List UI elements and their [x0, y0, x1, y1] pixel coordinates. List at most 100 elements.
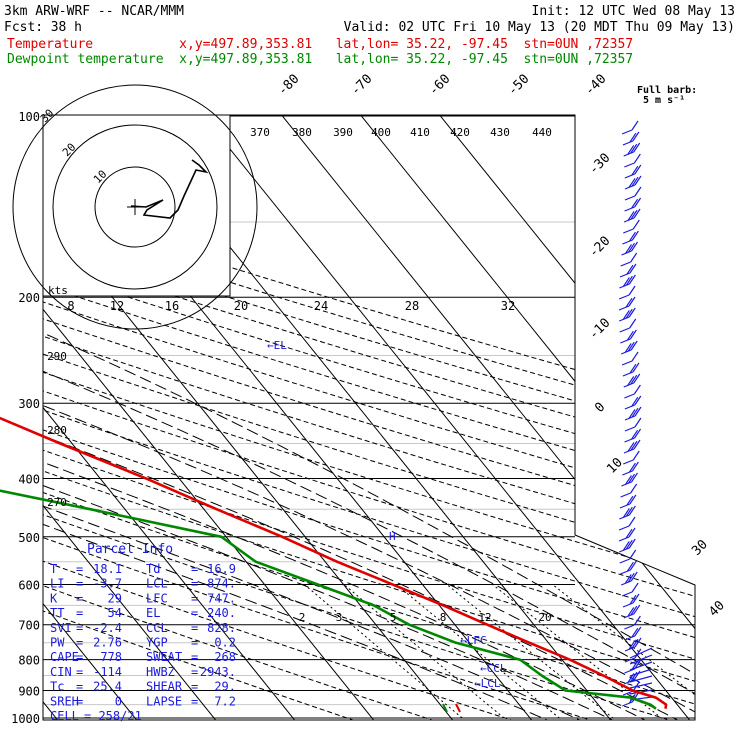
parcel-row-7-col-1: =: [76, 665, 83, 679]
parcel-row-4-col-2: -2.4: [93, 621, 122, 635]
moist-adiabat-4: [43, 303, 573, 720]
mixing-ratio-label-2: 2: [299, 611, 306, 624]
wind-barb: [621, 351, 639, 366]
dry-adiabat-400: [43, 115, 695, 720]
parcel-row-0-col-2: 18.1: [93, 562, 122, 576]
isotherm--20: [43, 115, 383, 720]
isotherm-40: [350, 115, 695, 720]
wind-barb: [624, 428, 642, 443]
dry-adiabat-300: [43, 115, 695, 720]
parcel-row-4-col-3: CCL: [146, 621, 168, 635]
wind-barb: [623, 450, 640, 465]
wind-barb: [620, 571, 638, 586]
mixing-ratio-label-5: 5: [390, 611, 397, 624]
parcel-row-0-col-3: Td: [146, 562, 160, 576]
wind-barb: [624, 637, 642, 652]
temperature-trace: [0, 416, 668, 709]
theta-side-label-270: 270: [47, 496, 67, 509]
mixing-ratio-label-8: 8: [440, 611, 447, 624]
hodograph-speed-label-24: 24: [314, 299, 328, 313]
mixing-ratio-5: [395, 584, 576, 720]
parcel-row-5-col-2: 2.76: [93, 636, 122, 650]
dry-adiabat-340: [43, 115, 695, 720]
wind-barb: [624, 615, 641, 630]
parcel-row-7-col-4: =: [191, 665, 198, 679]
wind-barb: [624, 626, 642, 641]
parcel-row-7-col-2: -114: [93, 665, 122, 679]
isotherm-label--70: -70: [348, 72, 375, 99]
parcel-row-3-col-5: 240.: [207, 606, 236, 620]
moist-adiabat-32: [43, 303, 695, 720]
mixing-ratio-label-12: 12: [478, 611, 491, 624]
parcel-title: Parcel Info: [87, 542, 173, 557]
mixing-ratio-label-20: 20: [538, 611, 551, 624]
parcel-row-0-col-4: =: [191, 562, 198, 576]
parcel-row-5-col-3: YGP: [146, 636, 168, 650]
parcel-row-2-col-1: =: [76, 591, 83, 605]
isotherm--40: [43, 115, 225, 720]
hodograph-speed-label-12: 12: [110, 299, 124, 313]
parcel-row-8-col-3: SHEAR: [146, 680, 183, 694]
wind-barb: [624, 384, 641, 399]
dry-adiabat-250: [43, 115, 386, 720]
wind-barb: [623, 142, 641, 157]
wind-barb: [622, 230, 639, 245]
theta-label-430: 430: [490, 126, 510, 139]
parcel-row-2-col-2: 29: [108, 591, 122, 605]
ccl-marker: ←CCL: [480, 662, 507, 675]
pressure-tick-100: 100: [18, 110, 40, 124]
lcl-marker: ←LCL: [474, 677, 501, 690]
wind-barb: [624, 406, 642, 421]
temperature-info: Temperature x,y=497.89,353.81 lat,lon= 3…: [7, 37, 633, 52]
theta-label-370: 370: [250, 126, 270, 139]
moist-adiabat-12: [43, 303, 636, 720]
parcel-row-1-col-1: =: [76, 577, 83, 591]
theta-label-440: 440: [532, 126, 552, 139]
parcel-row-7-col-0: CIN: [50, 665, 72, 679]
wind-barb: [621, 241, 639, 256]
wind-barb: [618, 285, 636, 300]
theta-label-400: 400: [371, 126, 391, 139]
hodograph-speed-label-28: 28: [405, 299, 419, 313]
parcel-row-0-col-1: =: [76, 562, 83, 576]
parcel-row-1-col-2: -3.7: [93, 577, 122, 591]
parcel-row-5-col-0: PW: [50, 636, 65, 650]
wind-barb: [619, 263, 637, 278]
parcel-row-4-col-1: =: [76, 621, 83, 635]
dry-adiabat-460: [43, 115, 695, 720]
isotherm--50: [43, 115, 146, 720]
parcel-row-7-col-5: 2943.: [200, 665, 236, 679]
pressure-tick-600: 600: [18, 578, 40, 592]
wind-barb: [622, 461, 639, 476]
forecast-label: Fcst:: [4, 20, 43, 35]
wind-barb: [624, 164, 642, 179]
wind-barb: [623, 219, 640, 234]
moist-adiabat-8: [43, 303, 604, 720]
dry-adiabat-450: [43, 115, 695, 720]
parcel-row-3-col-1: =: [76, 606, 83, 620]
parcel-row-6-col-2: 778: [100, 650, 122, 664]
parcel-row-2-col-4: =: [191, 591, 198, 605]
parcel-row-4-col-0: SVI: [50, 621, 72, 635]
pressure-tick-700: 700: [18, 619, 40, 633]
temperature-surface-tick: [455, 703, 461, 713]
sounding-traces: [0, 416, 668, 713]
wind-barb: [629, 654, 653, 665]
wind-barb: [629, 682, 653, 689]
parcel-row-9-col-3: LAPSE: [146, 694, 182, 708]
parcel-row-5-col-5: 0.2: [214, 636, 236, 650]
dry-adiabat-280: [43, 115, 626, 720]
barb-legend-value: 5 m s⁻¹: [643, 95, 685, 106]
parcel-info-panel: Parcel Info T = 18.1 Td = 16.9 LI = -3.7 LCL = 874.…: [50, 542, 236, 723]
parcel-row-3-col-3: EL: [146, 606, 160, 620]
theta-side-label-290: 290: [47, 350, 67, 363]
dry-adiabat-260: [43, 115, 466, 720]
hodograph-ring-30: [12, 84, 258, 330]
wind-barb: [624, 186, 642, 201]
wind-barb: [621, 120, 639, 135]
parcel-row-1-col-4: =: [191, 577, 198, 591]
dry-adiabat-440: [43, 115, 695, 720]
wind-barb: [620, 329, 637, 344]
wind-barb: [624, 153, 641, 168]
